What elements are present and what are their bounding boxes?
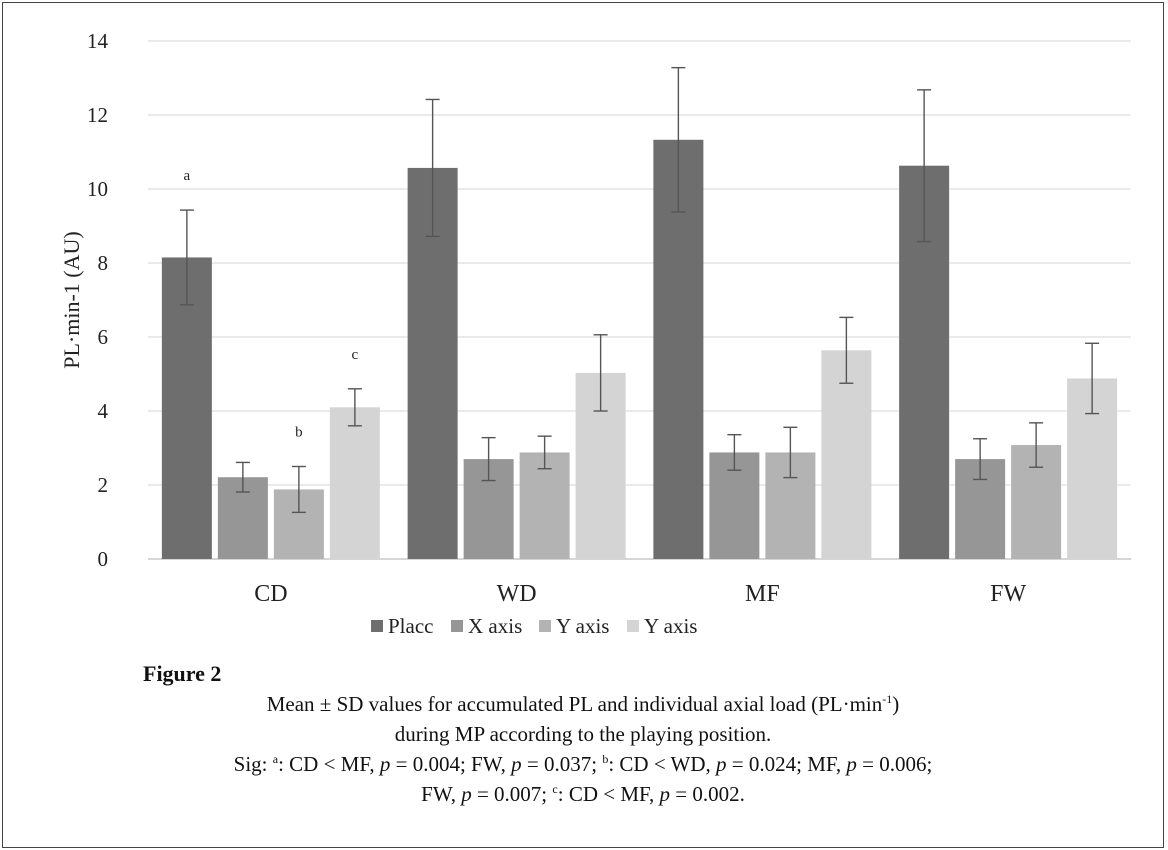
- x-tick-label: MF: [745, 581, 780, 607]
- legend-label: Y axis: [556, 614, 609, 638]
- bar: [821, 350, 872, 559]
- x-tick-label: WD: [497, 581, 537, 607]
- legend-label: Y axis: [644, 614, 697, 638]
- legend-swatch: [371, 620, 383, 632]
- legend-swatch: [539, 620, 551, 632]
- legend-swatch: [451, 620, 463, 632]
- y-tick-label: 4: [98, 399, 109, 423]
- significance-letter: c: [352, 347, 359, 363]
- significance-letters: a b c: [184, 168, 359, 440]
- figure-caption: Figure 2 Mean ± SD values for accumulate…: [133, 659, 1033, 809]
- legend-label: Placc: [388, 614, 433, 638]
- error-bars: [179, 66, 1100, 514]
- bars: [161, 139, 1118, 560]
- legend-label: X axis: [468, 614, 522, 638]
- bar: [329, 407, 380, 559]
- y-tick-label: 6: [98, 325, 109, 349]
- y-tick-label: 0: [98, 547, 109, 571]
- gridlines: [148, 40, 1131, 560]
- x-tick-label: FW: [990, 581, 1026, 607]
- legend-swatch: [627, 620, 639, 632]
- y-tick-label: 8: [98, 251, 109, 275]
- bar: [161, 257, 212, 559]
- y-tick-label: 12: [87, 103, 108, 127]
- y-axis-title: PL·min-1 (AU): [59, 231, 84, 368]
- y-tick-label: 14: [87, 29, 109, 53]
- caption-line-1: Mean ± SD values for accumulated PL and …: [266, 692, 900, 716]
- significance-letter: b: [295, 425, 303, 441]
- y-tick-label: 2: [98, 473, 109, 497]
- y-tick-labels: 0 2 4 6 8 10 12 14: [87, 29, 109, 571]
- caption-significance-2: FW, p = 0.007; c: CD < MF, p = 0.002.: [421, 782, 745, 806]
- bar: [519, 452, 570, 559]
- figure-label: Figure 2: [143, 661, 222, 686]
- caption-significance-1: Sig: a: CD < MF, p = 0.004; FW, p = 0.03…: [233, 752, 933, 776]
- legend: Placc X axis Y axis Y axis: [371, 614, 697, 638]
- significance-letter: a: [184, 168, 191, 184]
- x-tick-labels: CD WD MF FW: [254, 581, 1026, 607]
- x-tick-label: CD: [254, 581, 287, 607]
- caption-line-2: during MP according to the playing posit…: [394, 722, 772, 746]
- bar-chart: 0 2 4 6 8 10 12 14 a b c CD WD MF FW PL·min-1 (AU) P…: [59, 29, 1131, 638]
- y-tick-label: 10: [87, 177, 108, 201]
